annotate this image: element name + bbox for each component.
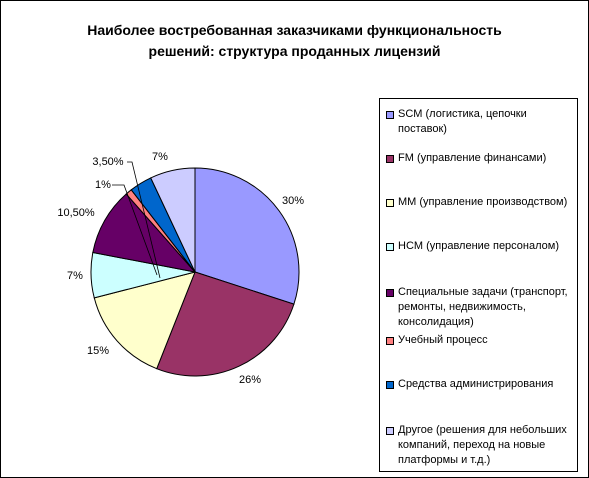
legend-label-5: Специальные задачи (транспорт, ремонты, … xyxy=(398,286,568,328)
data-label-3: 15% xyxy=(87,345,109,357)
legend-label-2: FM (управление финансами) xyxy=(398,152,547,164)
legend-swatch-6 xyxy=(386,337,394,345)
data-label-7: 3,50% xyxy=(92,156,123,168)
legend-item-1: SCM (логистика, цепочки поставок) xyxy=(386,107,576,137)
legend-label-7: Средства администрирования xyxy=(398,378,554,390)
legend-swatch-7 xyxy=(386,381,394,389)
legend-item-5: Специальные задачи (транспорт, ремонты, … xyxy=(386,285,576,330)
legend-label-4: HCM (управление персоналом) xyxy=(398,240,559,252)
legend-item-4: HCM (управление персоналом) xyxy=(386,239,576,254)
data-label-2: 26% xyxy=(239,374,261,386)
leader-line-6 xyxy=(112,184,158,276)
data-label-1: 30% xyxy=(282,195,304,207)
legend-swatch-2 xyxy=(386,155,394,163)
legend-label-8: Другое (решения для небольших компаний, … xyxy=(398,424,567,466)
leader-line-7 xyxy=(127,161,161,279)
data-label-4: 7% xyxy=(67,270,83,282)
chart-title-line-1: Наиболее востребованная заказчиками функ… xyxy=(87,22,502,38)
pie-slice-1 xyxy=(194,167,300,305)
legend-label-1: SCM (логистика, цепочки поставок) xyxy=(398,108,527,135)
data-label-6: 1% xyxy=(95,179,111,191)
pie-slice-2 xyxy=(156,271,295,377)
data-label-8: 7% xyxy=(152,151,168,163)
legend-label-3: MM (управление производством) xyxy=(398,196,568,208)
data-labels: 30% 26% 15% 7% 10,50% 1% 3,50% 7% xyxy=(57,151,304,386)
legend-label-6: Учебный процесс xyxy=(398,334,488,346)
legend-item-7: Средства администрирования xyxy=(386,377,576,392)
pie-slice-3 xyxy=(93,271,196,370)
chart-legend: SCM (логистика, цепочки поставок) FM (упр… xyxy=(379,98,578,472)
legend-swatch-4 xyxy=(386,243,394,251)
legend-swatch-3 xyxy=(386,199,394,207)
legend-swatch-5 xyxy=(386,289,394,297)
legend-swatch-8 xyxy=(386,427,394,435)
legend-swatch-1 xyxy=(386,111,394,119)
chart-title-line-2: решений: структура проданных лицензий xyxy=(148,43,441,59)
legend-item-6: Учебный процесс xyxy=(386,333,576,348)
legend-item-3: MM (управление производством) xyxy=(386,195,576,210)
leader-lines xyxy=(112,161,161,279)
legend-item-8: Другое (решения для небольших компаний, … xyxy=(386,423,576,468)
chart-title: Наиболее востребованная заказчиками функ… xyxy=(0,20,589,62)
pie-slice-5 xyxy=(92,193,197,273)
pie-slice-8 xyxy=(150,167,196,273)
pie-slices xyxy=(90,167,300,377)
legend-item-2: FM (управление финансами) xyxy=(386,151,576,166)
data-label-5: 10,50% xyxy=(57,207,95,219)
